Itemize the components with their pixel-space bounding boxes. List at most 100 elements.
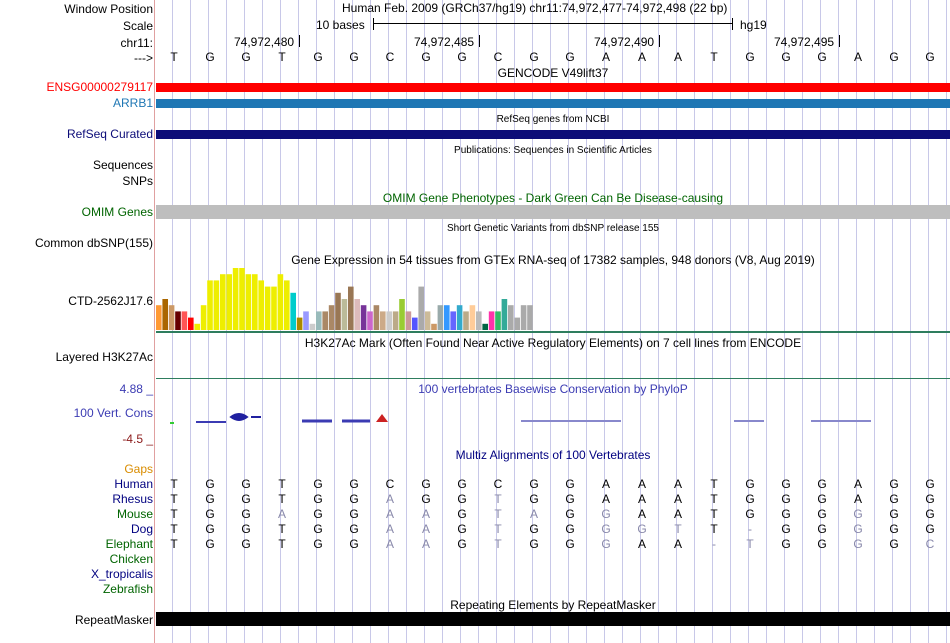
gtex-tissue-bar[interactable] bbox=[220, 274, 226, 330]
gtex-tissue-bar[interactable] bbox=[181, 311, 188, 330]
gtex-tissue-bar[interactable] bbox=[444, 305, 450, 330]
gtex-gene-label[interactable]: CTD-2562J17.6 bbox=[68, 294, 153, 308]
gtex-tissue-bar[interactable] bbox=[328, 305, 335, 330]
aligned-base: G bbox=[601, 537, 611, 551]
species-label[interactable]: Human bbox=[114, 477, 153, 491]
gtex-tissue-bar[interactable] bbox=[335, 292, 341, 330]
gtex-tissue-bar[interactable] bbox=[232, 268, 239, 330]
repeatmasker-label[interactable]: RepeatMasker bbox=[74, 613, 153, 627]
gtex-tissue-bar[interactable] bbox=[373, 305, 380, 330]
aligned-base: G bbox=[457, 477, 467, 491]
gtex-tissue-bar[interactable] bbox=[437, 305, 444, 330]
species-label[interactable]: X_tropicalis bbox=[90, 567, 153, 581]
gene-label-ensg[interactable]: ENSG00000279117 bbox=[46, 80, 153, 94]
dbsnp-label[interactable]: Common dbSNP(155) bbox=[34, 236, 153, 250]
gtex-tissue-bar[interactable] bbox=[290, 292, 296, 330]
aligned-base: G bbox=[853, 522, 863, 536]
aligned-base: G bbox=[781, 522, 791, 536]
gene-bar-arrb1[interactable] bbox=[156, 99, 950, 108]
aligned-base: G bbox=[853, 507, 863, 521]
aligned-base: G bbox=[925, 477, 935, 491]
gtex-tissue-bar[interactable] bbox=[296, 317, 303, 330]
gtex-tissue-bar[interactable] bbox=[482, 323, 488, 330]
gtex-tissue-bar[interactable] bbox=[495, 311, 501, 330]
repeatmasker-track-title: Repeating Elements by RepeatMasker bbox=[450, 598, 656, 612]
gtex-tissue-bar[interactable] bbox=[431, 323, 437, 330]
gtex-tissue-bar[interactable] bbox=[456, 305, 463, 330]
gtex-tissue-bar[interactable] bbox=[277, 274, 284, 330]
gtex-tissue-bar[interactable] bbox=[514, 317, 520, 330]
gtex-tissue-bar[interactable] bbox=[508, 305, 514, 330]
gtex-tissue-bar[interactable] bbox=[175, 311, 181, 330]
gtex-tissue-bar[interactable] bbox=[226, 274, 232, 330]
refseq-gene-bar[interactable] bbox=[156, 130, 950, 139]
gtex-tissue-bar[interactable] bbox=[348, 286, 354, 330]
gtex-tissue-bar[interactable] bbox=[527, 305, 533, 330]
gtex-tissue-bar[interactable] bbox=[386, 311, 392, 330]
gtex-tissue-bar[interactable] bbox=[412, 317, 418, 330]
repeatmasker-bar[interactable] bbox=[156, 612, 950, 626]
gaps-label: Gaps bbox=[124, 462, 153, 476]
aligned-base: G bbox=[601, 507, 611, 521]
gtex-tissue-bar[interactable] bbox=[252, 274, 258, 330]
gtex-tissue-bar[interactable] bbox=[488, 311, 495, 330]
species-label[interactable]: Elephant bbox=[105, 537, 153, 551]
publications-snps-label[interactable]: SNPs bbox=[122, 174, 153, 188]
gtex-tissue-bar[interactable] bbox=[162, 299, 168, 330]
gtex-tissue-bar[interactable] bbox=[239, 268, 245, 330]
gtex-tissue-bar[interactable] bbox=[258, 280, 264, 330]
gtex-tissue-bar[interactable] bbox=[271, 286, 277, 330]
conservation-ymax: 4.88 _ bbox=[119, 382, 153, 396]
aligned-base: T bbox=[494, 492, 502, 506]
gtex-tissue-bar[interactable] bbox=[322, 311, 328, 330]
gtex-tissue-bar[interactable] bbox=[399, 299, 405, 330]
gtex-track-title: Gene Expression in 54 tissues from GTEx … bbox=[291, 253, 815, 267]
omim-label[interactable]: OMIM Genes bbox=[81, 205, 153, 219]
gtex-tissue-bar[interactable] bbox=[392, 311, 399, 330]
gtex-tissue-bar[interactable] bbox=[341, 299, 348, 330]
species-label[interactable]: Dog bbox=[130, 522, 153, 536]
aligned-base: A bbox=[673, 507, 682, 521]
assembly-short: hg19 bbox=[740, 18, 767, 32]
conservation-label[interactable]: 100 Vert. Cons bbox=[73, 406, 153, 420]
gtex-tissue-bar[interactable] bbox=[316, 311, 322, 330]
gtex-tissue-bar[interactable] bbox=[354, 299, 360, 330]
omim-bar[interactable] bbox=[156, 205, 950, 219]
gtex-tissue-bar[interactable] bbox=[207, 280, 213, 330]
gene-bar-ensg[interactable] bbox=[156, 83, 950, 92]
gtex-tissue-bar[interactable] bbox=[405, 311, 412, 330]
gtex-tissue-bar[interactable] bbox=[245, 274, 252, 330]
gtex-tissue-bar[interactable] bbox=[284, 280, 290, 330]
gtex-tissue-bar[interactable] bbox=[168, 305, 175, 330]
species-label[interactable]: Rhesus bbox=[112, 492, 153, 506]
gtex-tissue-bar[interactable] bbox=[501, 299, 508, 330]
gtex-tissue-bar[interactable] bbox=[418, 286, 424, 330]
gtex-tissue-bar[interactable] bbox=[450, 311, 456, 330]
publications-sequences-label[interactable]: Sequences bbox=[92, 158, 153, 172]
species-label[interactable]: Chicken bbox=[109, 552, 153, 566]
gtex-tissue-bar[interactable] bbox=[188, 317, 194, 330]
gtex-tissue-bar[interactable] bbox=[424, 311, 431, 330]
gtex-tissue-bar[interactable] bbox=[213, 280, 220, 330]
species-label[interactable]: Mouse bbox=[116, 507, 153, 521]
gtex-tissue-bar[interactable] bbox=[360, 305, 367, 330]
gene-label-arrb1[interactable]: ARRB1 bbox=[112, 96, 153, 110]
gtex-tissue-bar[interactable] bbox=[309, 323, 316, 330]
gtex-tissue-bar[interactable] bbox=[367, 311, 373, 330]
gtex-tissue-bar[interactable] bbox=[264, 286, 271, 330]
gtex-tissue-bar[interactable] bbox=[520, 305, 527, 330]
h3k27ac-label[interactable]: Layered H3K27Ac bbox=[55, 350, 153, 364]
gtex-bar-chart[interactable] bbox=[156, 266, 556, 332]
gtex-tissue-bar[interactable] bbox=[380, 311, 386, 330]
aligned-base: T bbox=[710, 507, 718, 521]
gtex-tissue-bar[interactable] bbox=[156, 305, 162, 330]
gtex-tissue-bar[interactable] bbox=[200, 305, 207, 330]
species-label[interactable]: Zebrafish bbox=[102, 582, 153, 596]
gtex-tissue-bar[interactable] bbox=[194, 323, 200, 330]
refseq-label[interactable]: RefSeq Curated bbox=[66, 127, 153, 141]
gtex-tissue-bar[interactable] bbox=[476, 311, 482, 330]
gtex-tissue-bar[interactable] bbox=[303, 311, 309, 330]
gtex-tissue-bar[interactable] bbox=[463, 311, 469, 330]
gtex-tissue-bar[interactable] bbox=[469, 305, 476, 330]
conservation-glyphs[interactable] bbox=[156, 408, 950, 428]
